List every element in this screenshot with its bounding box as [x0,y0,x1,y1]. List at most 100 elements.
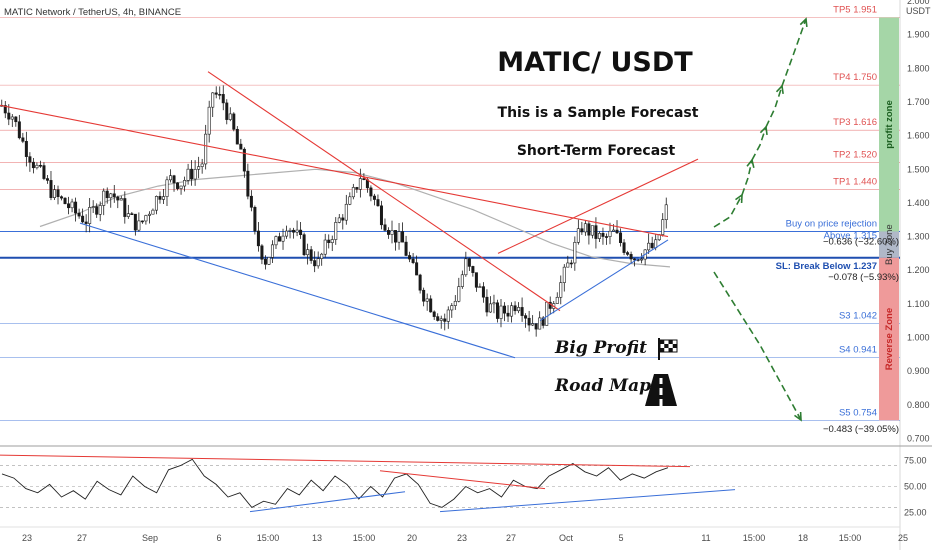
forecast-arrow-line [741,159,753,196]
candle-up [559,282,563,298]
candle-down [218,94,222,96]
trendline-red-long [0,104,669,238]
candle-down [432,311,436,317]
candle-down [481,286,485,298]
candle-up [583,223,587,233]
candle-up [337,217,341,223]
time-tick-label: 27 [506,533,516,543]
candle-up [612,229,616,232]
road-icon [645,374,677,406]
forecast-arrow-tp3 [751,125,768,161]
candle-up [531,323,535,326]
candle-down [45,178,49,181]
candle-up [647,242,651,251]
candle-up [608,230,612,237]
candle-down [242,148,246,172]
time-tick-label: 11 [701,533,710,543]
candle-up [538,317,542,330]
big-profit-text: Big Profit [554,338,647,358]
candle-up [179,185,183,189]
candle-down [221,94,225,104]
candle-down [176,182,180,189]
moving-average-layer [39,168,671,268]
candle-down [235,128,239,145]
candle-down [503,305,507,314]
candle-up [98,205,102,215]
candle-down [256,230,260,247]
time-tick-label: 6 [216,533,221,543]
levels-layer [0,17,900,421]
candle-up [161,196,165,200]
candle-down [415,262,419,276]
candle-down [172,175,176,184]
candle-up [211,92,215,108]
price-axis-panel[interactable] [900,0,932,550]
candle-down [650,242,654,249]
candle-down [81,215,85,223]
candles-layer [0,85,668,337]
candle-down [471,266,475,273]
candle-down [362,178,366,180]
candle-up [334,222,338,240]
candle-up [439,318,443,321]
candle-down [292,229,296,233]
candle-up [545,301,549,326]
level-label-tp4: TP4 1.750 [833,72,877,83]
candle-up [197,166,201,170]
candle-up [562,266,566,283]
trendline-blue-lower [79,222,516,359]
reverse-zone-label: Reverse Zone [884,308,895,370]
candle-down [60,196,64,199]
trendlines-layer [0,71,699,359]
time-tick-label: Sep [142,533,158,543]
level-label-tp1: TP1 1.440 [833,176,877,187]
candle-up [70,201,74,209]
forecast-arrow-down [713,271,802,422]
candle-down [327,239,331,244]
candle-down [133,213,137,231]
oscillator-trendline-red-2 [379,470,546,490]
candle-down [513,305,517,312]
time-tick-label: Oct [559,533,574,543]
candle-down [105,190,109,199]
candle-down [383,224,387,231]
level-label-tp2: TP2 1.520 [833,150,877,161]
time-tick-label: 20 [407,533,417,543]
candle-down [629,254,633,260]
level-label-s3: S3 1.042 [839,310,877,321]
oscillator-tick-label: 50.00 [904,482,927,492]
price-tick-label: 0.900 [907,366,930,376]
price-tick-label: 1.100 [907,299,930,309]
candle-down [14,116,18,123]
forecast-arrow-line [781,18,807,87]
candle-up [165,179,169,197]
price-ticks-layer: 2.000 1.900 1.800 1.700 1.600 1.500 1.400 1.300… [907,0,930,444]
candle-up [457,286,461,302]
candle-down [495,302,499,319]
candle-up [425,298,429,302]
candle-up [460,274,464,287]
candle-up [566,262,570,268]
candle-up [316,258,320,267]
buy-zone-band [879,231,899,258]
candle-up [351,187,355,198]
candle-up [499,305,503,319]
candle-up [555,296,559,304]
candle-up [109,193,113,199]
candle-down [63,197,67,205]
candle-up [661,219,665,235]
measure-label: −0.483 (−39.05%) [823,424,899,435]
candle-down [302,234,306,256]
time-tick-label: 15:00 [839,533,862,543]
candle-up [450,305,454,311]
candle-up [119,198,123,201]
candle-down [587,223,591,236]
candle-down [369,187,373,197]
candle-up [464,258,468,276]
oscillator-tick-label: 25.00 [904,508,927,518]
candle-up [397,231,401,243]
stop-loss-label: SL: Break Below 1.237 [776,261,877,272]
candle-down [534,323,538,330]
price-tick-label: 1.300 [907,232,930,242]
